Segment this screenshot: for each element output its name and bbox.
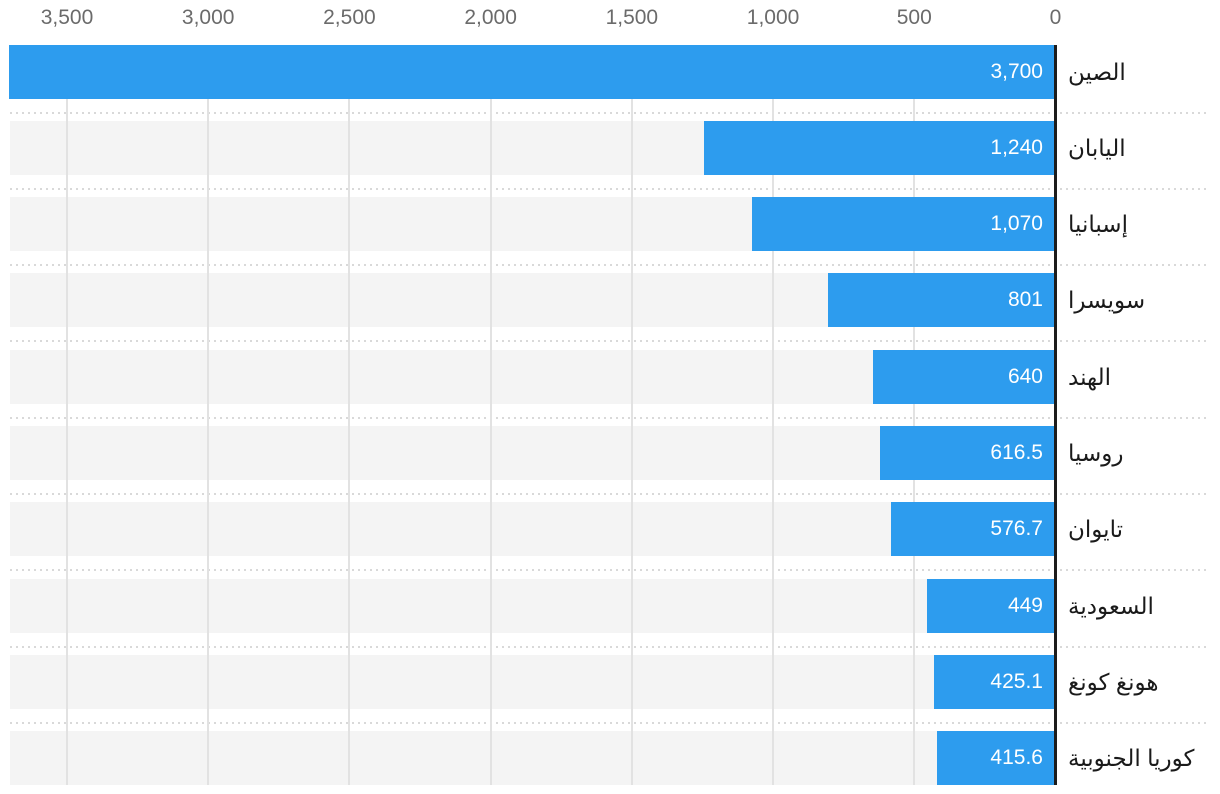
bar: 616.5 <box>879 426 1054 480</box>
bar-value-label: 415.6 <box>990 746 1043 770</box>
gridline <box>489 44 492 786</box>
gridline <box>630 44 633 786</box>
category-label: السعودية <box>1068 592 1154 619</box>
bar: 801 <box>827 273 1054 328</box>
category-label: اليابان <box>1068 134 1126 161</box>
gridline <box>65 44 68 786</box>
row-separator <box>10 569 1206 572</box>
x-axis-tick-label: 2,500 <box>323 6 376 29</box>
category-label: إسبانيا <box>1068 211 1128 238</box>
bar: 415.6 <box>936 731 1054 786</box>
gridline <box>913 44 916 786</box>
row-separator <box>10 111 1206 114</box>
bar-value-label: 1,070 <box>990 212 1043 236</box>
bar-track <box>10 502 1054 557</box>
x-axis-tick-label: 2,000 <box>464 6 517 29</box>
bar-value-label: 425.1 <box>990 669 1043 693</box>
x-axis-tick-label: 500 <box>896 6 932 29</box>
bar: 576.7 <box>891 502 1054 557</box>
x-axis-tick-label: 3,000 <box>181 6 235 29</box>
category-label: روسيا <box>1068 440 1124 466</box>
row-separator <box>10 721 1206 724</box>
x-axis-tick-label: 1,500 <box>605 6 659 29</box>
bar: 3,700 <box>9 44 1054 99</box>
bar-value-label: 616.5 <box>990 441 1043 464</box>
bar-track <box>10 654 1054 709</box>
row-separator <box>10 340 1206 343</box>
row-separator <box>10 264 1206 267</box>
bar-value-label: 640 <box>1007 364 1043 388</box>
category-label: الهند <box>1068 363 1112 390</box>
x-axis-tick-label: 1,000 <box>746 6 800 29</box>
bar-value-label: 1,240 <box>990 135 1043 159</box>
gridline <box>207 44 210 786</box>
category-label: كوريا الجنوبية <box>1068 745 1195 772</box>
bar-value-label: 449 <box>1007 593 1043 617</box>
bar-value-label: 576.7 <box>990 517 1043 541</box>
x-axis-tick-label: 3,500 <box>40 6 94 29</box>
category-label: هونغ كونغ <box>1068 668 1159 695</box>
category-label: تايوان <box>1068 516 1123 543</box>
bar: 449 <box>927 578 1054 633</box>
bar: 1,240 <box>703 120 1054 175</box>
gridline <box>772 44 775 786</box>
bar-track <box>10 578 1054 633</box>
zero-axis-line <box>1054 44 1057 786</box>
gridline <box>348 44 351 786</box>
bar-track <box>10 731 1054 786</box>
row-separator <box>10 493 1206 495</box>
category-label: سويسرا <box>1068 287 1146 314</box>
bar: 425.1 <box>933 654 1054 709</box>
row-separator <box>10 187 1206 190</box>
x-axis-tick-label: 0 <box>1049 6 1062 29</box>
bar: 640 <box>873 349 1054 404</box>
bar: 1,070 <box>751 197 1054 252</box>
category-label: الصين <box>1068 58 1126 85</box>
bar-value-label: 3,700 <box>990 59 1043 83</box>
bar-value-label: 801 <box>1007 288 1043 312</box>
row-separator <box>10 645 1206 648</box>
row-separator <box>10 416 1206 419</box>
